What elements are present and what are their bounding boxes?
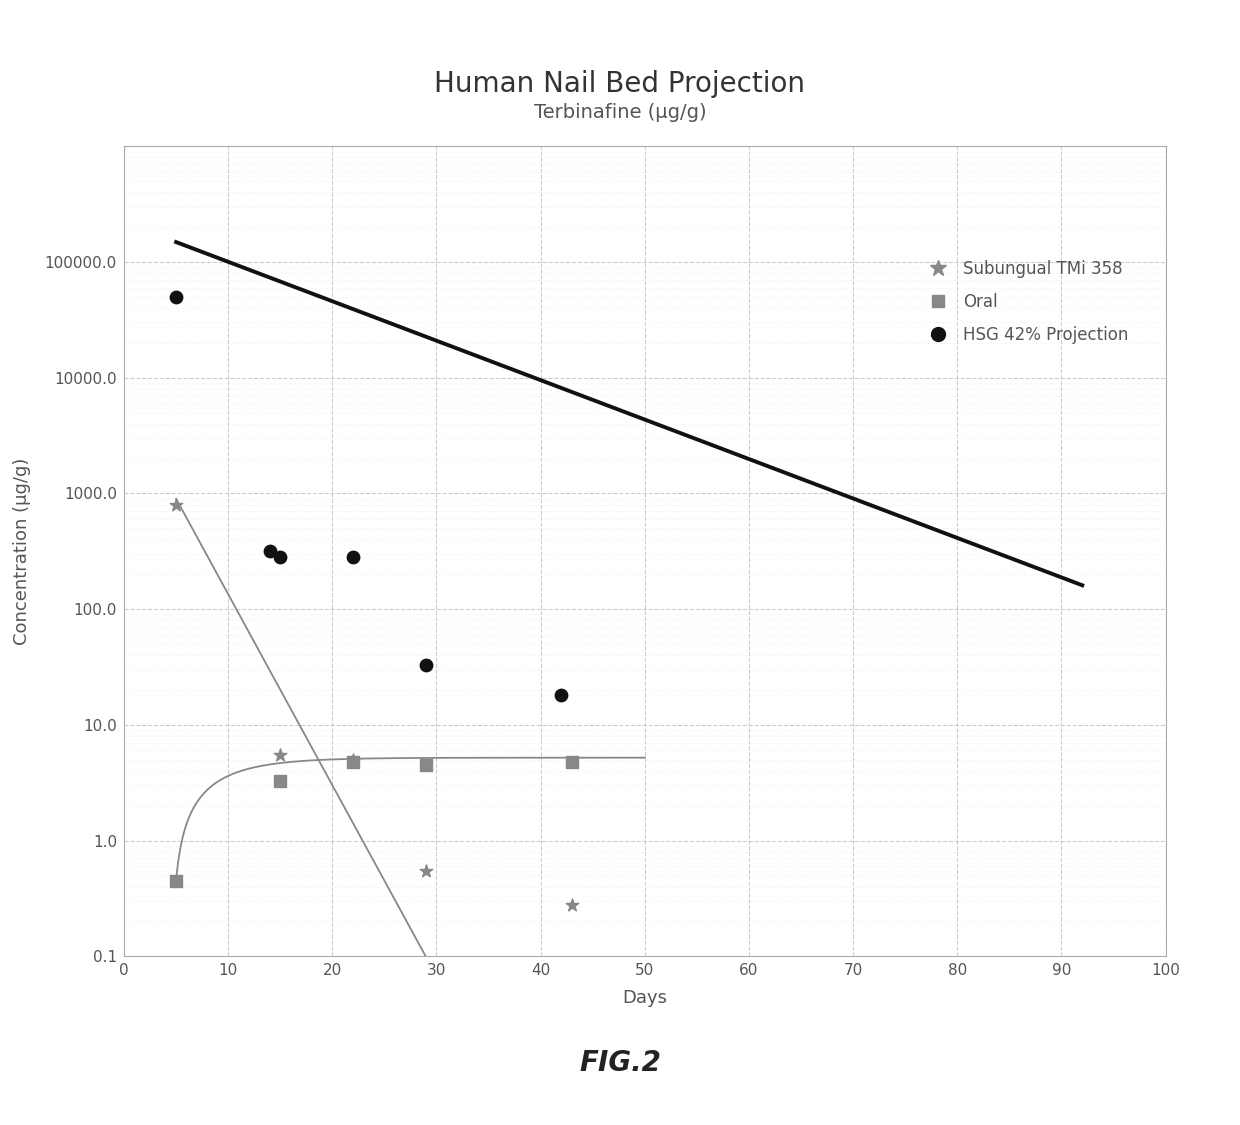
Point: [270, 746, 290, 764]
Point: [417, 656, 436, 674]
Point: [343, 548, 363, 566]
Point: [417, 862, 436, 880]
Point: [552, 686, 572, 704]
Y-axis label: Concentration (µg/g): Concentration (µg/g): [12, 458, 31, 645]
Point: [562, 753, 582, 771]
Legend: Subungual TMi 358, Oral, HSG 42% Projection: Subungual TMi 358, Oral, HSG 42% Project…: [913, 252, 1136, 352]
Text: Human Nail Bed Projection: Human Nail Bed Projection: [434, 71, 806, 98]
Point: [562, 896, 582, 914]
Text: FIG.2: FIG.2: [579, 1050, 661, 1077]
X-axis label: Days: Days: [622, 989, 667, 1007]
Text: Terbinafine (µg/g): Terbinafine (µg/g): [533, 104, 707, 122]
Point: [270, 772, 290, 790]
Point: [343, 753, 363, 771]
Point: [166, 496, 186, 514]
Point: [166, 872, 186, 890]
Point: [260, 541, 280, 559]
Point: [343, 750, 363, 768]
Point: [270, 548, 290, 566]
Point: [166, 288, 186, 306]
Point: [417, 756, 436, 774]
